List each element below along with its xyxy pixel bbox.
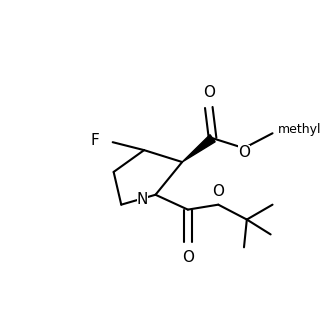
- Text: O: O: [203, 84, 215, 100]
- Text: O: O: [212, 184, 224, 199]
- Polygon shape: [182, 135, 215, 162]
- Text: O: O: [182, 250, 194, 265]
- Text: F: F: [91, 133, 99, 148]
- Text: O: O: [238, 145, 250, 160]
- Text: N: N: [137, 192, 148, 207]
- Text: methyl: methyl: [278, 123, 322, 136]
